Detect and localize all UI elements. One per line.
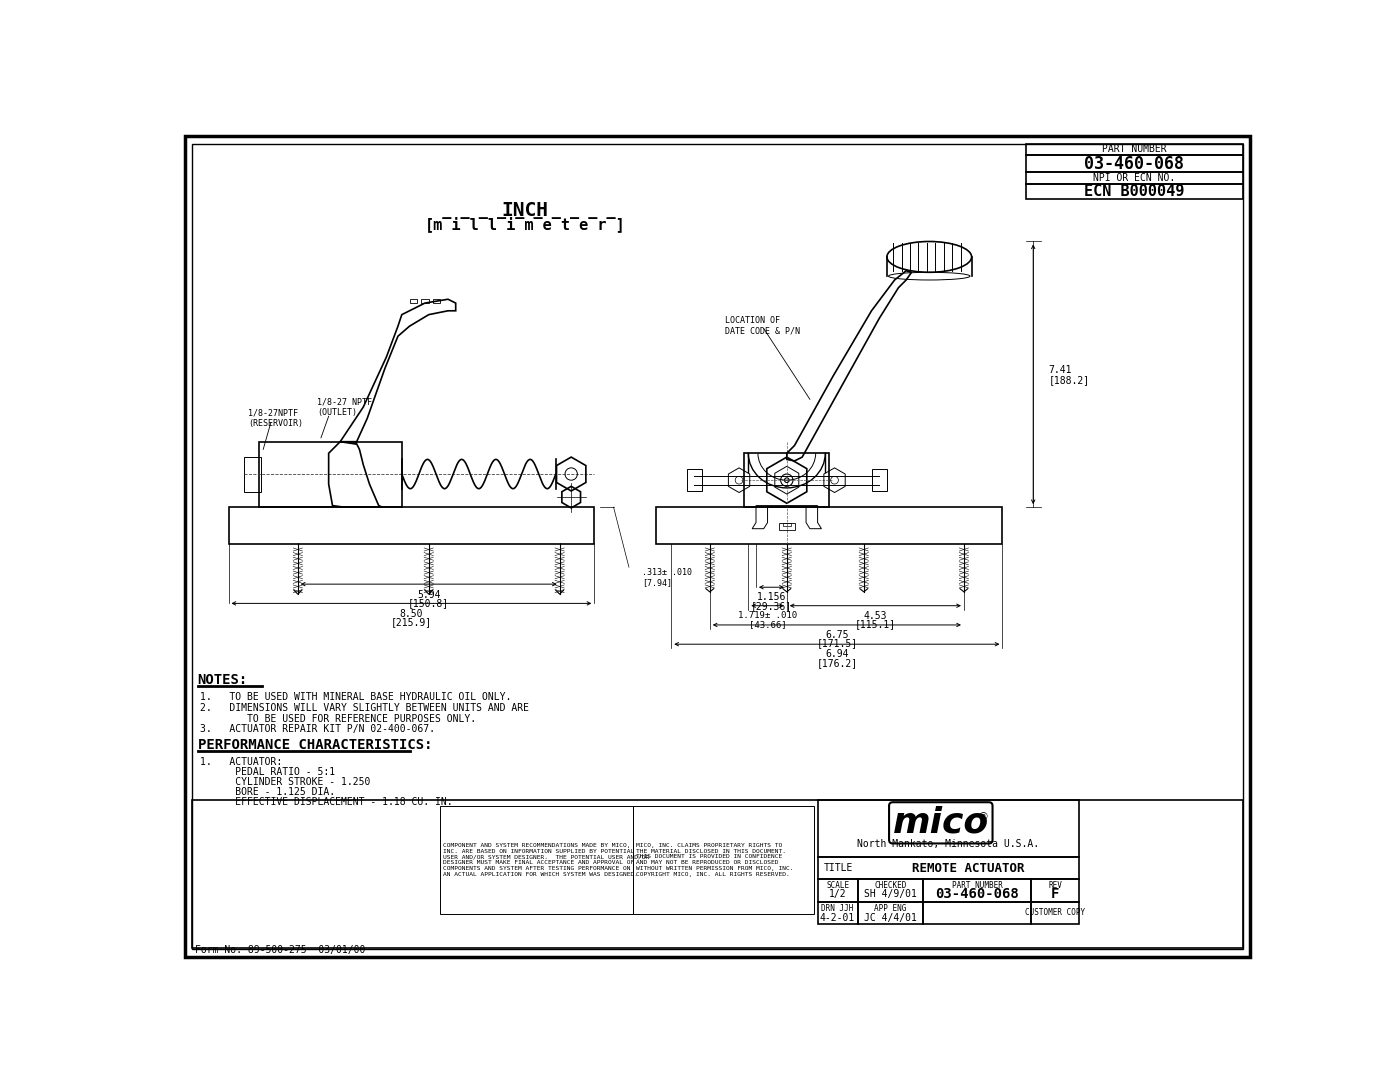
- Bar: [1025, 172, 1243, 184]
- Text: 6.94: 6.94: [825, 649, 848, 659]
- Bar: [778, 523, 795, 530]
- Bar: [244, 457, 260, 491]
- Text: JC 4/4/01: JC 4/4/01: [864, 912, 917, 923]
- Text: 3.   ACTUATOR REPAIR KIT P/N 02-400-067.: 3. ACTUATOR REPAIR KIT P/N 02-400-067.: [200, 724, 435, 735]
- Text: F: F: [1051, 887, 1060, 901]
- Bar: [657, 507, 1002, 544]
- Text: [188.2]: [188.2]: [1049, 375, 1089, 385]
- Text: 6.75: 6.75: [825, 630, 848, 639]
- Text: TO BE USED FOR REFERENCE PURPOSES ONLY.: TO BE USED FOR REFERENCE PURPOSES ONLY.: [200, 713, 476, 724]
- Text: 03-460-068: 03-460-068: [1084, 155, 1184, 173]
- Bar: [1025, 155, 1243, 172]
- Text: SH 4/9/01: SH 4/9/01: [864, 889, 917, 899]
- Text: CYLINDER STROKE - 1.250: CYLINDER STROKE - 1.250: [200, 777, 371, 787]
- Text: 4.53: 4.53: [864, 610, 888, 621]
- Text: 2.   DIMENSIONS WILL VARY SLIGHTLY BETWEEN UNITS AND ARE: 2. DIMENSIONS WILL VARY SLIGHTLY BETWEEN…: [200, 702, 529, 713]
- Bar: [421, 300, 428, 303]
- Text: SCALE: SCALE: [826, 881, 850, 889]
- Bar: [259, 441, 402, 507]
- Text: LOCATION OF
DATE CODE & P/N: LOCATION OF DATE CODE & P/N: [725, 317, 801, 335]
- Bar: [745, 453, 829, 507]
- Text: 03-460-068: 03-460-068: [935, 887, 1019, 901]
- Text: CHECKED: CHECKED: [874, 881, 907, 889]
- Text: [150.8]: [150.8]: [409, 597, 449, 608]
- Text: PART NUMBER: PART NUMBER: [952, 881, 1002, 889]
- Text: Form No. 89-500-275  03/01/00: Form No. 89-500-275 03/01/00: [196, 945, 365, 955]
- Text: [29.36]: [29.36]: [750, 601, 792, 610]
- Text: INCH: INCH: [501, 201, 549, 221]
- Bar: [1030, 879, 1079, 902]
- Bar: [783, 523, 791, 526]
- Bar: [818, 800, 1079, 858]
- Text: 8.50: 8.50: [399, 609, 423, 619]
- Text: EFFECTIVE DISPLACEMENT - 1.18 CU. IN.: EFFECTIVE DISPLACEMENT - 1.18 CU. IN.: [200, 796, 452, 807]
- Bar: [1030, 902, 1079, 924]
- Text: REMOTE ACTUATOR: REMOTE ACTUATOR: [911, 861, 1023, 874]
- Text: 1/8-27NPTF
(RESERVOIR): 1/8-27NPTF (RESERVOIR): [248, 409, 302, 428]
- Text: North Mankato, Minnesota U.S.A.: North Mankato, Minnesota U.S.A.: [857, 839, 1040, 848]
- Bar: [818, 879, 858, 902]
- Bar: [409, 300, 417, 303]
- Text: 1/8-27 NPTF
(OUTLET): 1/8-27 NPTF (OUTLET): [316, 397, 372, 417]
- Text: REV: REV: [1049, 881, 1063, 889]
- Text: [7.94]: [7.94]: [643, 578, 672, 588]
- Text: CUSTOMER COPY: CUSTOMER COPY: [1025, 909, 1085, 918]
- Bar: [433, 300, 440, 303]
- Text: 5.94: 5.94: [417, 590, 441, 599]
- Text: ®: ®: [977, 812, 988, 821]
- Text: TITLE: TITLE: [823, 863, 853, 873]
- Text: 1/2: 1/2: [829, 889, 847, 899]
- Text: mico: mico: [893, 806, 988, 840]
- Text: APP ENG: APP ENG: [874, 903, 907, 913]
- Bar: [871, 470, 888, 491]
- Text: 4-2-01: 4-2-01: [820, 912, 855, 923]
- Text: 7.41: 7.41: [1049, 366, 1072, 375]
- Text: .313± .010: .313± .010: [643, 568, 692, 577]
- Text: 1.156: 1.156: [757, 592, 785, 603]
- Text: [115.1]: [115.1]: [855, 619, 896, 629]
- Bar: [923, 879, 1030, 902]
- Bar: [440, 806, 633, 913]
- Bar: [633, 806, 813, 913]
- Bar: [818, 858, 1079, 879]
- Text: NPI OR ECN NO.: NPI OR ECN NO.: [1093, 173, 1175, 183]
- Bar: [1025, 144, 1243, 155]
- Text: 1.   TO BE USED WITH MINERAL BASE HYDRAULIC OIL ONLY.: 1. TO BE USED WITH MINERAL BASE HYDRAULI…: [200, 692, 511, 702]
- Text: 1.   ACTUATOR:: 1. ACTUATOR:: [200, 756, 283, 767]
- Text: 1.719± .010: 1.719± .010: [738, 611, 797, 620]
- Text: COMPONENT AND SYSTEM RECOMMENDATIONS MADE BY MICO,
INC. ARE BASED ON INFORMATION: COMPONENT AND SYSTEM RECOMMENDATIONS MAD…: [444, 843, 650, 876]
- Text: PERFORMANCE CHARACTERISTICS:: PERFORMANCE CHARACTERISTICS:: [197, 738, 433, 752]
- Bar: [818, 902, 858, 924]
- Text: PART NUMBER: PART NUMBER: [1102, 144, 1166, 154]
- Text: BORE - 1.125 DIA.: BORE - 1.125 DIA.: [200, 787, 335, 796]
- Bar: [228, 507, 594, 544]
- Text: [215.9]: [215.9]: [391, 617, 431, 626]
- Bar: [192, 800, 1243, 948]
- Bar: [858, 902, 923, 924]
- Text: ECN B000049: ECN B000049: [1084, 184, 1184, 199]
- Bar: [858, 879, 923, 902]
- Bar: [1025, 184, 1243, 199]
- Text: NOTES:: NOTES:: [197, 673, 248, 687]
- Bar: [687, 470, 703, 491]
- Text: [176.2]: [176.2]: [816, 658, 857, 668]
- Text: PEDAL RATIO - 5:1: PEDAL RATIO - 5:1: [200, 767, 335, 777]
- Bar: [923, 902, 1030, 924]
- Text: [43.66]: [43.66]: [749, 620, 787, 629]
- Text: [171.5]: [171.5]: [816, 638, 857, 648]
- Text: MICO, INC. CLAIMS PROPRIETARY RIGHTS TO
THE MATERIAL DISCLOSED IN THIS DOCUMENT.: MICO, INC. CLAIMS PROPRIETARY RIGHTS TO …: [636, 843, 794, 876]
- Text: DRN JJH: DRN JJH: [822, 903, 854, 913]
- Text: [m̅i̅l̅l̅i̅m̅e̅t̅e̅r̅]: [m̅i̅l̅l̅i̅m̅e̅t̅e̅r̅]: [424, 216, 626, 233]
